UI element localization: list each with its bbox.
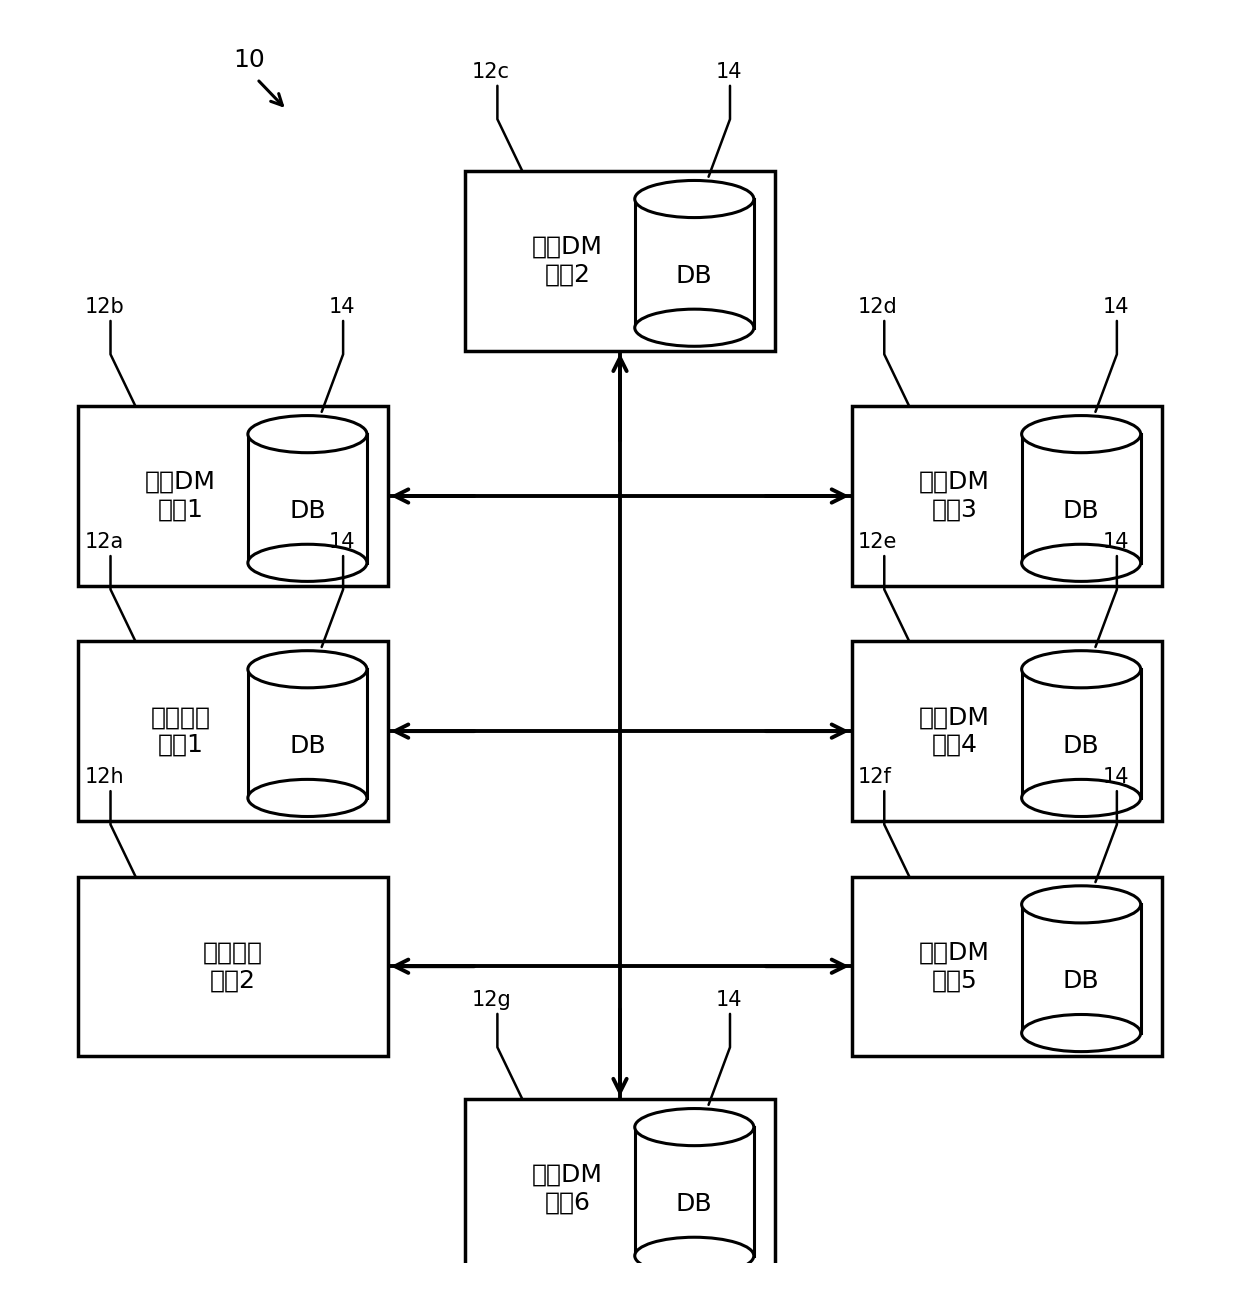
Ellipse shape — [1022, 780, 1141, 816]
Text: DB: DB — [1063, 499, 1100, 523]
Text: 14: 14 — [329, 298, 356, 317]
Text: DB: DB — [1063, 969, 1100, 993]
Text: 12d: 12d — [858, 298, 898, 317]
Ellipse shape — [635, 1109, 754, 1146]
Text: 12c: 12c — [471, 62, 510, 82]
Text: DB: DB — [289, 499, 326, 523]
Text: 集群DM
节点5: 集群DM 节点5 — [919, 941, 990, 993]
Text: 14: 14 — [715, 62, 743, 82]
Text: 14: 14 — [1102, 767, 1130, 788]
Text: 集群访问
节点2: 集群访问 节点2 — [203, 941, 263, 993]
Text: 12f: 12f — [858, 767, 892, 788]
Bar — [465, 1100, 775, 1279]
Ellipse shape — [1022, 415, 1141, 452]
Text: 集群DM
节点1: 集群DM 节点1 — [145, 470, 216, 522]
Ellipse shape — [1022, 886, 1141, 923]
Text: 集群DM
节点2: 集群DM 节点2 — [532, 235, 603, 286]
Ellipse shape — [248, 780, 367, 816]
Text: 集群访问
节点1: 集群访问 节点1 — [150, 705, 211, 757]
Polygon shape — [248, 669, 367, 798]
Bar — [465, 171, 775, 351]
Text: DB: DB — [676, 1192, 713, 1216]
Text: 集群DM
节点4: 集群DM 节点4 — [919, 705, 990, 757]
Text: DB: DB — [1063, 733, 1100, 758]
Bar — [78, 406, 388, 585]
Text: DB: DB — [289, 733, 326, 758]
Ellipse shape — [635, 180, 754, 218]
Polygon shape — [1022, 669, 1141, 798]
Text: DB: DB — [676, 264, 713, 287]
Text: 12b: 12b — [84, 298, 124, 317]
Text: 14: 14 — [1102, 532, 1130, 552]
Polygon shape — [635, 1127, 754, 1255]
Ellipse shape — [1022, 544, 1141, 581]
Text: 12a: 12a — [84, 532, 124, 552]
Text: 14: 14 — [715, 990, 743, 1011]
Ellipse shape — [248, 415, 367, 452]
Text: 集群DM
节点6: 集群DM 节点6 — [532, 1163, 603, 1214]
Bar — [852, 406, 1162, 585]
Bar — [852, 642, 1162, 821]
Ellipse shape — [1022, 1014, 1141, 1052]
Bar — [78, 877, 388, 1056]
Ellipse shape — [1022, 651, 1141, 688]
Text: 12g: 12g — [471, 990, 511, 1011]
Text: 12h: 12h — [84, 767, 124, 788]
Polygon shape — [248, 434, 367, 563]
Text: 集群DM
节点3: 集群DM 节点3 — [919, 470, 990, 522]
Ellipse shape — [248, 544, 367, 581]
Ellipse shape — [248, 651, 367, 688]
Text: 14: 14 — [329, 532, 356, 552]
Text: 14: 14 — [1102, 298, 1130, 317]
Ellipse shape — [635, 309, 754, 347]
Polygon shape — [635, 199, 754, 327]
Polygon shape — [1022, 434, 1141, 563]
Text: 12e: 12e — [858, 532, 898, 552]
Bar — [78, 642, 388, 821]
Ellipse shape — [635, 1237, 754, 1275]
Polygon shape — [1022, 905, 1141, 1032]
Bar — [852, 877, 1162, 1056]
Text: 10: 10 — [233, 48, 265, 72]
